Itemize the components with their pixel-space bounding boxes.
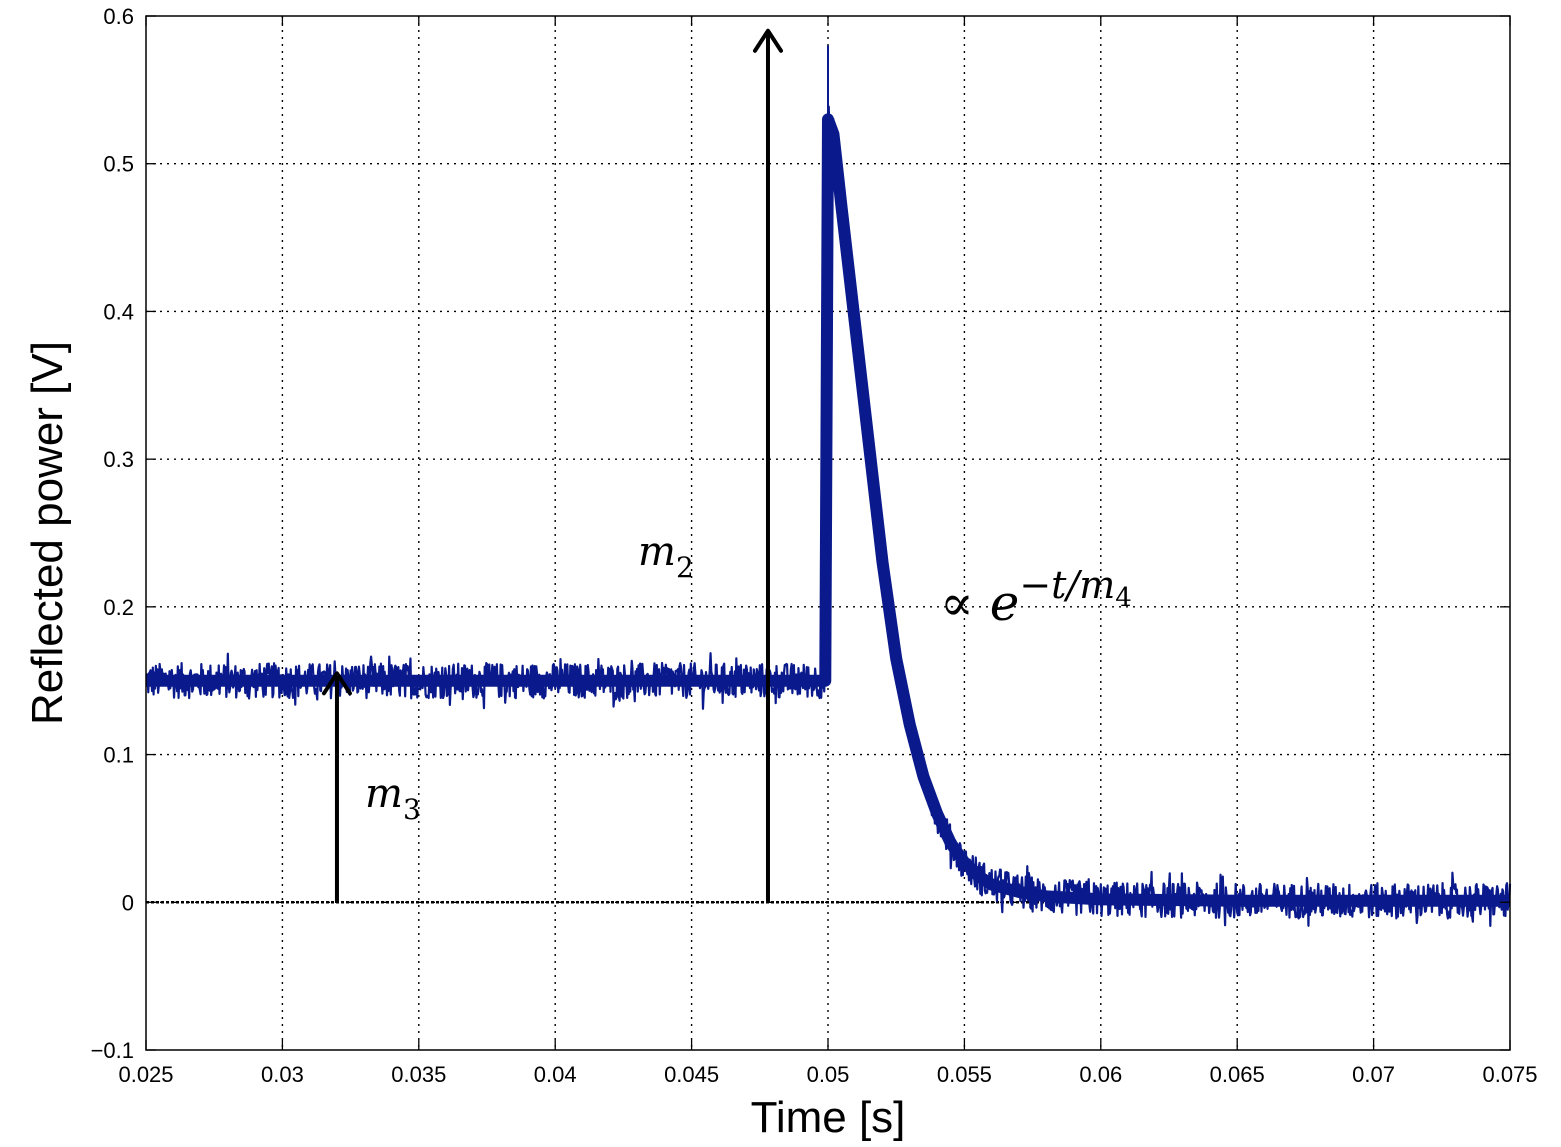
decay-formula: ∝ e−t/m4 <box>940 563 1132 632</box>
x-tick-label: 0.055 <box>937 1062 992 1087</box>
annotations: m3 m2 ∝ e−t/m4 <box>321 28 1132 903</box>
y-axis-label: Reflected power [V] <box>23 341 72 725</box>
arrow-label: m3 <box>365 771 421 826</box>
y-tick-label: 0.3 <box>103 447 134 472</box>
y-tick-label: −0.1 <box>91 1038 134 1063</box>
x-tick-label: 0.025 <box>118 1062 173 1087</box>
ticks: 0.025 0.03 0.035 0.04 0.045 0.05 0.055 0.06 0.06… <box>91 4 1538 1087</box>
y-tick-label: 0.2 <box>103 595 134 620</box>
x-axis-label: Time [s] <box>751 1093 906 1142</box>
y-tick-label: 0.1 <box>103 743 134 768</box>
x-tick-label: 0.04 <box>534 1062 577 1087</box>
y-tick-label: 0.4 <box>103 299 134 324</box>
y-tick-label: 0.6 <box>103 4 134 29</box>
x-tick-label: 0.035 <box>391 1062 446 1087</box>
y-tick-label: 0 <box>122 890 134 915</box>
y-tick-label: 0.5 <box>103 152 134 177</box>
x-tick-label: 0.075 <box>1482 1062 1537 1087</box>
x-tick-label: 0.07 <box>1352 1062 1395 1087</box>
x-tick-label: 0.05 <box>807 1062 850 1087</box>
x-tick-label: 0.045 <box>664 1062 719 1087</box>
series-layer <box>145 45 1512 928</box>
x-tick-label: 0.03 <box>261 1062 304 1087</box>
x-tick-label: 0.06 <box>1079 1062 1122 1087</box>
grid <box>146 16 1510 1050</box>
arrow-head <box>321 671 352 696</box>
arrow-label: m2 <box>638 529 694 584</box>
arrow-head <box>752 28 783 53</box>
x-tick-label: 0.065 <box>1210 1062 1265 1087</box>
series-band <box>146 113 1510 907</box>
